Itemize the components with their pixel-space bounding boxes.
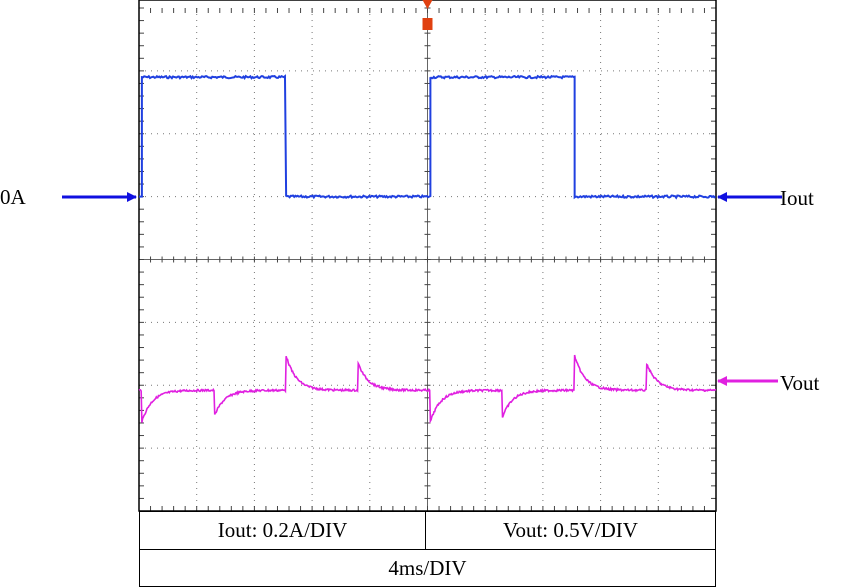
annotations: 0A Iout Vout	[0, 185, 819, 395]
vout-trace	[138, 354, 717, 424]
vout-scale-caption: Vout: 0.5V/DIV	[425, 511, 716, 550]
iout-label: Iout	[780, 186, 814, 210]
iout-scale-caption: Iout: 0.2A/DIV	[139, 511, 426, 550]
trigger-arrow-icon	[422, 0, 433, 9]
time-scale-caption: 4ms/DIV	[139, 549, 716, 587]
zero-level-label: 0A	[0, 185, 27, 209]
trigger-marker	[422, 0, 433, 30]
iout-trace	[139, 74, 717, 200]
trigger-position-icon	[422, 18, 433, 30]
vout-label: Vout	[780, 371, 819, 395]
scope-traces	[138, 74, 717, 424]
scope-grid	[138, 7, 717, 512]
